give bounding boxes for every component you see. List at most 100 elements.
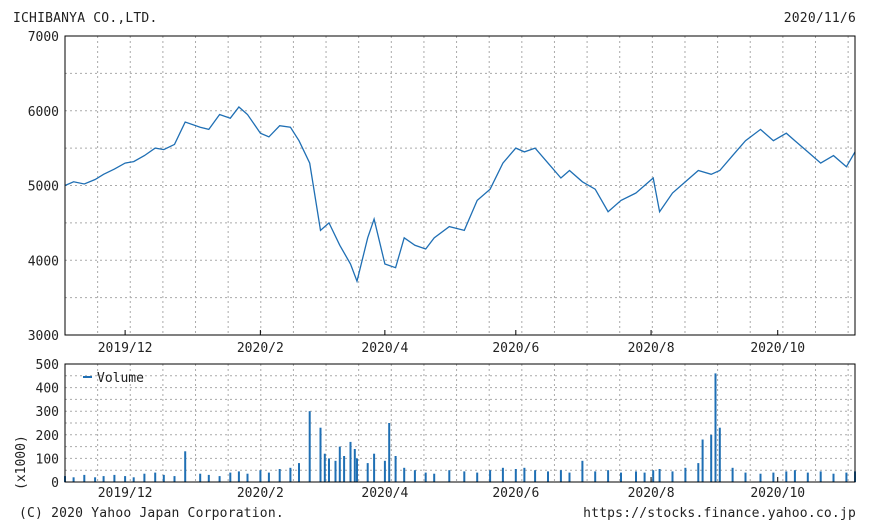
volume-bar: [143, 473, 146, 482]
price-line: [64, 106, 856, 284]
volume-bar: [448, 470, 451, 482]
copyright-notice: (C) 2020 Yahoo Japan Corporation.: [19, 506, 284, 521]
x-tick-label: 2020/2: [237, 486, 284, 501]
price-frame: [64, 35, 856, 336]
legend-label: Volume: [97, 371, 144, 386]
volume-bar: [349, 441, 352, 482]
x-tick-label: 2020/6: [492, 486, 539, 501]
volume-bar: [323, 453, 326, 482]
y-tick-label: 400: [36, 382, 59, 397]
volume-bar: [72, 477, 75, 482]
volume-bar: [338, 446, 341, 482]
volume-bar: [184, 451, 187, 482]
y-tick-label: 0: [51, 476, 59, 491]
y-tick-label: 3000: [28, 329, 59, 344]
x-tick-label: 2020/10: [750, 486, 805, 501]
volume-bar: [643, 472, 646, 482]
volume-bar: [237, 471, 240, 482]
volume-bar: [218, 476, 221, 482]
volume-bar: [394, 456, 397, 482]
volume-bar: [343, 456, 346, 482]
y-tick-label: 100: [36, 452, 59, 467]
volume-grid: [65, 364, 855, 482]
volume-bar: [819, 471, 822, 482]
volume-bar: [671, 471, 674, 482]
volume-bar: [523, 467, 526, 482]
x-tick-label: 2020/8: [628, 341, 675, 356]
volume-bar: [199, 473, 202, 482]
volume-bar: [658, 469, 661, 482]
volume-bar: [744, 472, 747, 482]
volume-bar: [319, 427, 322, 482]
volume-bar: [413, 470, 416, 482]
volume-bar: [433, 473, 436, 482]
volume-bar: [594, 471, 597, 482]
x-tick-label: 2019/12: [98, 341, 153, 356]
y-tick-label: 5000: [28, 180, 59, 195]
volume-bar: [501, 467, 504, 482]
volume-bar: [229, 472, 232, 482]
volume-bar: [785, 471, 788, 482]
volume-bar: [334, 460, 337, 482]
volume-bar: [652, 470, 655, 482]
source-url[interactable]: https://stocks.finance.yahoo.co.jp: [583, 506, 856, 521]
volume-bar: [298, 463, 300, 482]
volume-bar: [489, 470, 492, 482]
volume-bar: [620, 472, 622, 482]
volume-bar: [476, 472, 479, 482]
volume-bar: [581, 460, 584, 482]
volume-bar: [514, 469, 517, 482]
volume-bar: [806, 472, 809, 482]
volume-bar: [759, 473, 762, 482]
volume-frame: [64, 363, 856, 483]
volume-bar: [83, 474, 86, 482]
volume-bar: [373, 453, 376, 482]
x-tick-label: 2019/12: [98, 486, 153, 501]
volume-bar: [403, 467, 406, 482]
volume-bar: [845, 472, 848, 482]
volume-bar: [259, 470, 262, 482]
volume-bar: [94, 477, 97, 482]
x-tick-label: 2020/8: [628, 486, 675, 501]
volume-bar: [559, 470, 562, 482]
volume-bar: [278, 469, 281, 482]
volume-bar: [289, 467, 292, 482]
volume-bar: [356, 458, 358, 482]
volume-bar: [793, 470, 796, 482]
volume-bar: [328, 458, 330, 482]
price-x-axis: 2019/12 2020/2 2020/4 2020/6 2020/8 2020/10: [98, 330, 805, 356]
volume-bar: [607, 470, 610, 482]
price-y-axis: 3000 4000 5000 6000 7000: [28, 30, 59, 344]
volume-bar: [246, 473, 249, 482]
volume-bar: [547, 471, 549, 482]
x-tick-label: 2020/2: [237, 341, 284, 356]
volume-bar: [308, 411, 311, 482]
x-tick-label: 2020/4: [361, 486, 408, 501]
volume-bar: [534, 470, 537, 482]
volume-bar: [424, 472, 427, 482]
volume-bar: [102, 476, 105, 482]
volume-bar: [684, 467, 687, 482]
volume-bar: [718, 427, 721, 482]
volume-bar: [383, 460, 386, 482]
y-tick-label: 4000: [28, 254, 59, 269]
volume-bar: [568, 472, 571, 482]
x-tick-label: 2020/4: [361, 341, 408, 356]
volume-bar: [388, 423, 391, 482]
volume-bar: [113, 474, 116, 482]
chart-date: 2020/11/6: [783, 11, 856, 26]
y-tick-label: 7000: [28, 30, 59, 45]
volume-bar: [731, 467, 734, 482]
volume-ylabel: (x1000): [14, 435, 29, 490]
y-tick-label: 500: [36, 358, 59, 373]
volume-bar: [714, 373, 717, 482]
volume-bar: [697, 463, 700, 482]
volume-bar: [772, 472, 775, 482]
y-tick-label: 300: [36, 405, 59, 420]
x-tick-label: 2020/6: [492, 341, 539, 356]
volume-bar: [162, 474, 165, 482]
y-tick-label: 200: [36, 429, 59, 444]
volume-bar: [701, 439, 704, 482]
volume-bar: [207, 474, 210, 482]
